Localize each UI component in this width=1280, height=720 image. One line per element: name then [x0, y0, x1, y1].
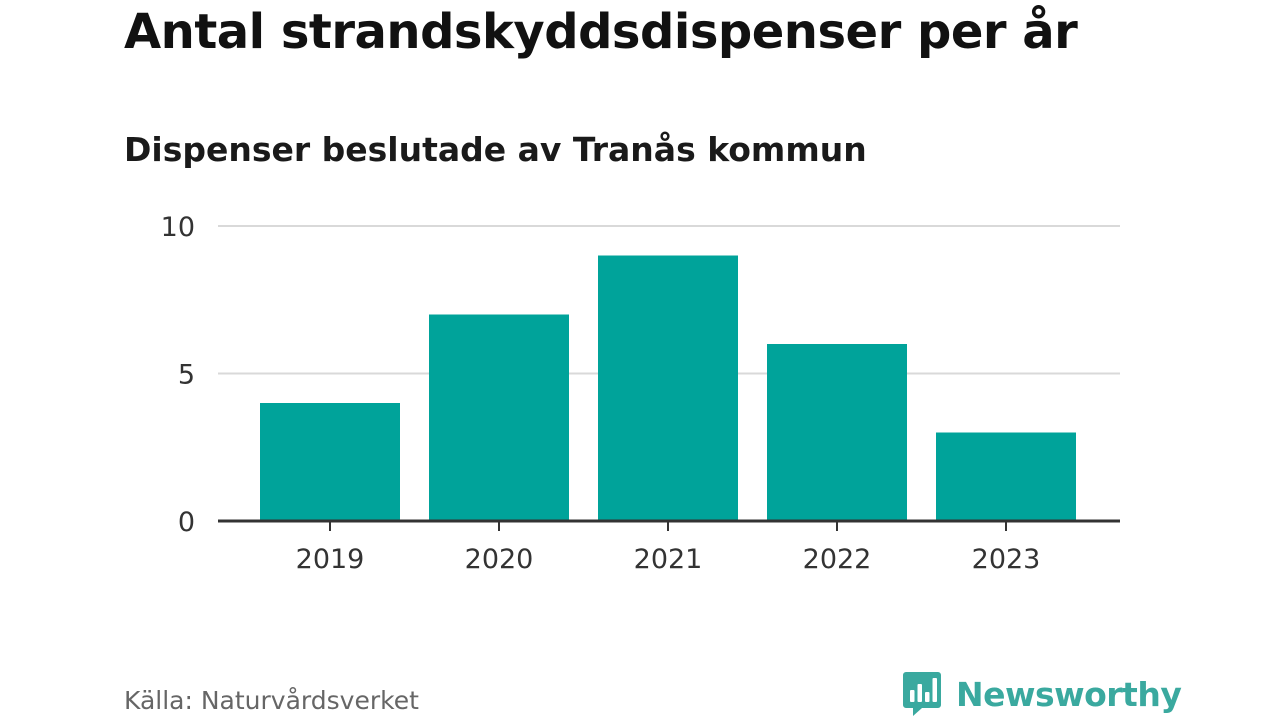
bar-2022	[767, 344, 907, 521]
chart-subtitle: Dispenser beslutade av Tranås kommun	[124, 130, 867, 169]
x-tick-label-2022: 2022	[803, 544, 872, 575]
logo-bar-3	[925, 692, 930, 702]
x-tick-label-2019: 2019	[296, 544, 365, 575]
newsworthy-logo-icon	[903, 672, 941, 716]
bar-2020	[429, 314, 569, 521]
bar-2021	[598, 255, 738, 521]
bars	[260, 255, 1076, 521]
logo-bar-2	[917, 684, 922, 702]
y-tick-label-0: 0	[178, 507, 195, 538]
brand-name: Newsworthy	[956, 674, 1182, 714]
logo-bar-1	[910, 690, 915, 702]
x-tick-label-2021: 2021	[634, 544, 703, 575]
axes: 0 5 10 2019 2020 2021 2022 2023	[161, 212, 1120, 575]
chart-title: Antal strandskyddsdispenser per år	[124, 4, 1078, 60]
bar-2023	[936, 432, 1076, 521]
y-tick-label-5: 5	[178, 360, 195, 391]
brand-logo: Newsworthy	[902, 670, 1182, 718]
x-tick-label-2020: 2020	[465, 544, 534, 575]
y-tick-label-10: 10	[161, 212, 195, 243]
source-note: Källa: Naturvårdsverket	[124, 686, 419, 715]
logo-bar-4	[932, 678, 937, 702]
bar-2019	[260, 403, 400, 521]
x-tick-label-2023: 2023	[972, 544, 1041, 575]
